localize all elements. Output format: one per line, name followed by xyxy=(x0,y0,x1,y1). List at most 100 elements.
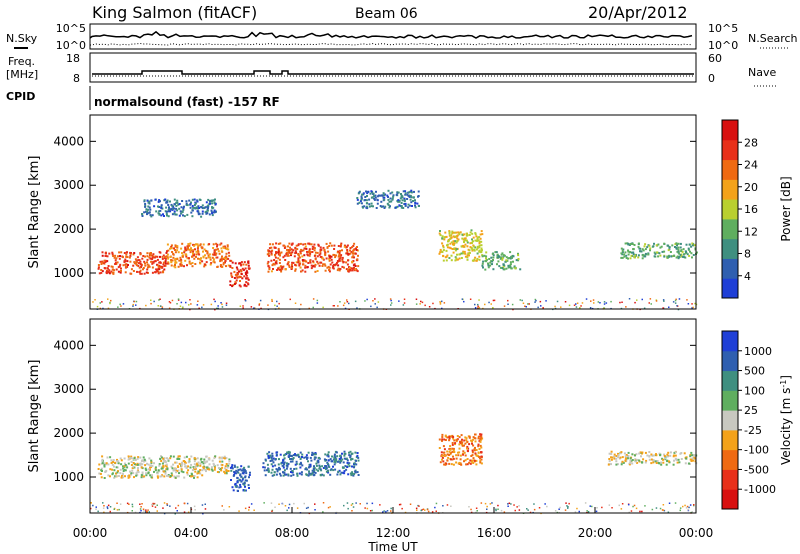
data-cell xyxy=(335,451,338,454)
data-cell xyxy=(468,252,471,254)
data-cell xyxy=(408,195,411,198)
data-cell xyxy=(370,205,373,208)
data-cell xyxy=(166,243,169,246)
data-cell xyxy=(400,205,403,208)
data-cell xyxy=(332,465,334,468)
data-cell xyxy=(179,256,182,259)
data-cell xyxy=(476,237,479,240)
data-cell xyxy=(464,255,467,258)
data-cell xyxy=(629,251,632,254)
data-cell xyxy=(401,199,404,202)
data-cell xyxy=(287,261,290,264)
noise-cell xyxy=(546,505,548,508)
data-cell xyxy=(517,258,520,260)
data-cell xyxy=(656,251,659,254)
data-cell xyxy=(342,261,345,263)
data-cell xyxy=(206,250,209,253)
data-cell xyxy=(509,263,512,266)
noise-cell xyxy=(154,506,157,508)
data-cell xyxy=(290,471,292,473)
data-cell xyxy=(163,264,166,267)
data-cell xyxy=(291,458,294,461)
data-cell xyxy=(336,261,338,264)
data-cell xyxy=(154,469,157,472)
data-cell xyxy=(356,249,359,252)
data-cell xyxy=(200,215,203,218)
noise-cell xyxy=(576,507,578,510)
data-cell xyxy=(453,242,456,245)
data-cell xyxy=(620,451,623,454)
data-cell xyxy=(481,254,484,257)
data-cell xyxy=(683,256,686,259)
data-cell xyxy=(216,245,218,248)
data-cell xyxy=(443,448,446,451)
noise-cell xyxy=(480,502,483,504)
data-cell xyxy=(615,455,618,457)
noise-cell xyxy=(595,510,598,513)
data-cell xyxy=(193,457,196,460)
data-cell xyxy=(501,267,504,269)
data-cell xyxy=(282,465,285,467)
noise-cell xyxy=(159,298,161,300)
noise-cell xyxy=(153,300,155,303)
noise-cell xyxy=(514,509,516,512)
data-cell xyxy=(648,458,651,461)
data-cell xyxy=(157,272,160,275)
data-cell xyxy=(680,458,683,460)
data-cell xyxy=(148,457,151,460)
data-cell xyxy=(492,259,494,261)
data-cell xyxy=(634,460,637,463)
data-cell xyxy=(474,246,477,249)
data-cell xyxy=(487,264,490,267)
data-cell xyxy=(182,208,185,211)
data-cell xyxy=(121,472,124,475)
noise-cell xyxy=(507,299,509,302)
data-cell xyxy=(285,473,288,476)
noise-cell xyxy=(470,508,472,511)
noise-cell xyxy=(197,300,199,302)
data-cell xyxy=(468,249,471,252)
data-cell xyxy=(613,455,616,458)
data-cell xyxy=(352,244,355,247)
data-cell xyxy=(290,254,292,257)
data-cell xyxy=(153,260,156,263)
data-cell xyxy=(247,278,250,281)
data-cell xyxy=(457,231,460,234)
data-cell xyxy=(144,264,147,267)
data-cell xyxy=(273,474,276,477)
noise-cell xyxy=(278,302,280,305)
noise-cell xyxy=(486,508,488,510)
data-cell xyxy=(216,464,219,467)
data-cell xyxy=(290,263,293,266)
nsearch-trace xyxy=(89,42,693,46)
data-cell xyxy=(214,466,216,469)
data-cell xyxy=(460,257,463,259)
noise-cell xyxy=(214,308,216,311)
data-cell xyxy=(305,473,308,476)
data-cell xyxy=(191,198,194,201)
data-cell xyxy=(316,251,319,254)
data-cell xyxy=(103,465,106,468)
data-cell xyxy=(475,235,478,238)
data-cell xyxy=(325,242,328,245)
data-cell xyxy=(337,267,340,270)
data-cell xyxy=(143,211,146,214)
data-cell xyxy=(387,198,390,201)
data-cell xyxy=(221,466,224,469)
data-cell xyxy=(677,257,680,260)
data-cell xyxy=(333,453,336,456)
data-cell xyxy=(192,249,195,252)
data-cell xyxy=(186,257,189,260)
noise-cell xyxy=(102,307,104,310)
noise-cell xyxy=(250,306,253,308)
data-cell xyxy=(368,205,371,208)
data-cell xyxy=(298,472,301,475)
data-cell xyxy=(461,233,464,236)
noise-cell xyxy=(303,502,305,505)
data-cell xyxy=(163,457,166,460)
data-cell xyxy=(452,240,455,243)
data-cell xyxy=(501,258,504,261)
data-cell xyxy=(297,259,300,262)
noise-cell xyxy=(351,510,353,512)
